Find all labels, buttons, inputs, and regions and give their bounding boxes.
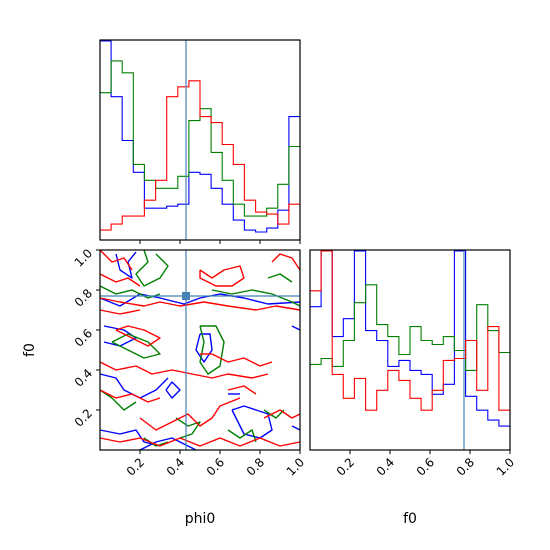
contour-blue-10 bbox=[291, 325, 301, 331]
contour-red-12 bbox=[263, 409, 301, 419]
f0-histogram-red bbox=[310, 250, 510, 411]
contour-red-5 bbox=[99, 309, 141, 315]
contour-blue-7 bbox=[139, 437, 197, 451]
contour-red-10 bbox=[139, 397, 241, 431]
contour-blue-8 bbox=[231, 405, 273, 439]
y-tick-label-2: 0.6 bbox=[72, 326, 95, 349]
contour-red-8 bbox=[211, 353, 273, 367]
x-tick-label-1: 0.4 bbox=[164, 455, 187, 478]
contour-blue-2 bbox=[195, 333, 213, 363]
phi0-f0-contour-panel: 0.2 0.4 0.6 0.8 1.0 0.2 0.4 0.6 0.8 1.0 phi0 f0 bbox=[22, 246, 307, 527]
phi0-histogram-ticks bbox=[139, 240, 301, 244]
contour-red-3 bbox=[271, 253, 301, 271]
contour-blue-0 bbox=[115, 251, 137, 279]
contour-blue-6 bbox=[99, 429, 161, 447]
contour-red-6 bbox=[115, 325, 161, 347]
f0-y-ticks: 0.2 0.4 0.6 0.8 1.0 bbox=[72, 246, 100, 430]
contour-green-7 bbox=[227, 429, 257, 443]
f0-histogram-series bbox=[310, 250, 510, 427]
x-tick-label-3: 0.8 bbox=[244, 455, 267, 478]
contour-frame bbox=[99, 249, 301, 451]
f0-histogram-frame bbox=[309, 249, 511, 451]
contour-blue-5 bbox=[165, 381, 181, 399]
f0-histogram-green bbox=[310, 284, 510, 371]
contour-red-0 bbox=[99, 249, 133, 271]
phi0-histogram-series bbox=[100, 40, 300, 233]
phi0-x-ticks: 0.2 0.4 0.6 0.8 1.0 bbox=[124, 450, 307, 479]
contour-green-5 bbox=[99, 389, 137, 411]
y-tick-label-0: 0.2 bbox=[72, 406, 95, 429]
contour-red-7 bbox=[99, 361, 269, 379]
x-tick-label-0: 0.2 bbox=[334, 455, 357, 478]
x-tick-label-4: 1.0 bbox=[494, 455, 517, 478]
phi0-histogram-panel bbox=[99, 39, 301, 244]
contour-red-14 bbox=[227, 385, 257, 395]
x-tick-label-2: 0.6 bbox=[204, 455, 227, 478]
contour-green-1 bbox=[99, 285, 161, 299]
contour-green-2 bbox=[211, 289, 301, 307]
contour-green-9 bbox=[263, 409, 285, 419]
contour-red-9 bbox=[99, 389, 161, 403]
y-tick-label-1: 0.4 bbox=[72, 366, 95, 389]
contour-green-0 bbox=[135, 249, 169, 287]
f0-x-ticks: 0.2 0.4 0.6 0.8 1.0 bbox=[334, 450, 517, 479]
x-axis-label-phi0: phi0 bbox=[185, 511, 216, 527]
x-axis-label-f0: f0 bbox=[403, 511, 417, 527]
y-tick-label-4: 1.0 bbox=[72, 246, 95, 269]
phi0-histogram-blue bbox=[100, 40, 300, 233]
f0-histogram-panel: 0.2 0.4 0.6 0.8 1.0 f0 bbox=[309, 249, 517, 527]
contour-green-4 bbox=[111, 333, 161, 359]
contour-blue-11 bbox=[291, 425, 301, 431]
contour-red-4 bbox=[99, 297, 301, 311]
contour-green-3 bbox=[199, 325, 225, 375]
y-tick-label-3: 0.8 bbox=[72, 286, 95, 309]
truth-marker bbox=[182, 292, 190, 300]
contour-red-11 bbox=[99, 437, 301, 447]
contour-green-6 bbox=[175, 417, 201, 439]
contour-blue-3 bbox=[103, 325, 137, 347]
x-tick-label-0: 0.2 bbox=[124, 455, 147, 478]
contour-red-1 bbox=[99, 273, 141, 287]
contour-blue-1 bbox=[99, 293, 301, 307]
contour-green-10 bbox=[267, 273, 293, 283]
x-tick-label-4: 1.0 bbox=[284, 455, 307, 478]
f0-histogram-blue bbox=[310, 250, 510, 427]
contour-series bbox=[99, 249, 301, 451]
x-tick-label-2: 0.6 bbox=[414, 455, 437, 478]
phi0-histogram-frame bbox=[99, 39, 301, 241]
phi0-histogram-red bbox=[100, 80, 300, 231]
contour-red-2 bbox=[199, 265, 245, 287]
x-tick-label-1: 0.4 bbox=[374, 455, 397, 478]
y-axis-label-f0: f0 bbox=[22, 343, 38, 357]
x-tick-label-3: 0.8 bbox=[454, 455, 477, 478]
